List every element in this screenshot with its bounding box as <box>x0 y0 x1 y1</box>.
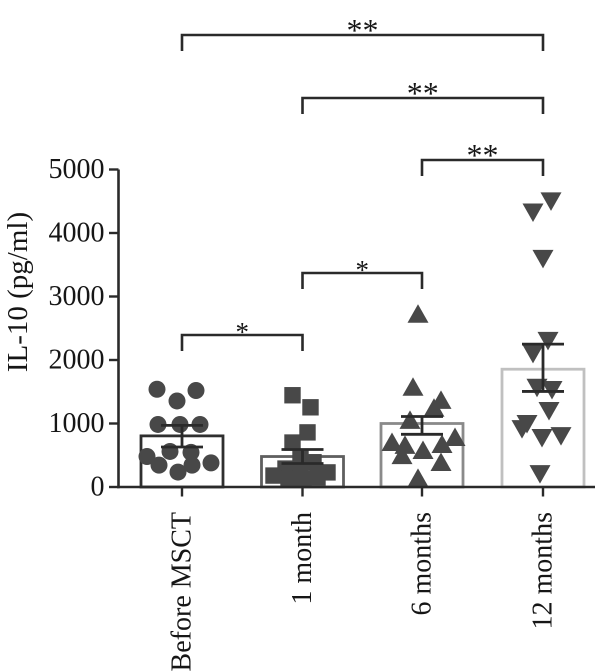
point-1-month <box>280 470 297 487</box>
y-tick-label: 1000 <box>49 408 105 439</box>
data-points-group <box>138 192 572 487</box>
point-12-months <box>538 401 560 421</box>
point-6-months <box>412 440 434 459</box>
point-6-months <box>391 445 413 465</box>
sig-bracket-before-msct-1-month <box>180 333 304 351</box>
point-6-months <box>407 468 429 487</box>
point-6-months <box>399 410 421 429</box>
point-1-month <box>302 399 319 416</box>
y-axis-title: IL-10 (pg/ml) <box>2 212 34 372</box>
point-before-msct <box>187 381 205 399</box>
sig-label: * <box>356 255 370 285</box>
sig-bracket-1-month-6-months <box>301 271 424 289</box>
sig-label: * <box>236 317 250 347</box>
point-before-msct <box>138 448 156 466</box>
sig-bracket-before-msct-12-months <box>180 33 545 51</box>
point-before-msct <box>202 454 220 472</box>
point-1-month <box>284 387 301 404</box>
point-12-months <box>532 249 554 269</box>
x-category-label-1-month: 1 month <box>287 512 318 605</box>
point-1-month <box>292 449 309 466</box>
point-12-months <box>540 192 562 211</box>
point-6-months <box>430 452 452 472</box>
x-category-label-12-months: 12 months <box>528 512 559 629</box>
point-12-months <box>522 344 544 364</box>
point-6-months <box>407 304 429 323</box>
point-6-months <box>402 377 424 396</box>
point-before-msct <box>161 442 179 460</box>
y-tick-label: 2000 <box>49 345 105 376</box>
point-1-month <box>265 467 282 484</box>
point-1-month <box>299 424 316 441</box>
point-6-months <box>444 427 466 446</box>
point-6-months <box>394 435 416 454</box>
point-before-msct <box>169 463 187 481</box>
point-6-months <box>381 432 403 452</box>
y-tick-label: 5000 <box>49 154 105 185</box>
axes-group: 0 1000 2000 3000 4000 5000 Before MSCT 1 month 6… <box>49 154 595 671</box>
point-before-msct <box>149 415 167 433</box>
point-12-months <box>522 203 544 223</box>
point-12-months <box>531 428 553 448</box>
sig-bracket-1-month-12-months <box>301 96 545 114</box>
point-6-months <box>423 398 445 417</box>
sig-label: ** <box>467 137 499 173</box>
point-before-msct <box>150 456 168 474</box>
x-category-label-before-msct: Before MSCT <box>167 512 198 671</box>
point-1-month <box>295 470 312 487</box>
point-before-msct <box>148 380 166 398</box>
point-12-months <box>550 427 572 446</box>
sig-bracket-6-months-12-months <box>420 158 545 176</box>
point-before-msct <box>183 456 201 474</box>
point-12-months <box>511 420 533 439</box>
sig-label: ** <box>347 12 379 48</box>
point-12-months <box>529 465 551 484</box>
point-6-months <box>431 434 453 453</box>
sig-label: ** <box>407 75 439 111</box>
point-1-month <box>309 469 326 486</box>
x-category-label-6-months: 6 months <box>407 512 438 615</box>
point-1-month <box>284 434 301 451</box>
y-tick-label: 0 <box>91 472 105 503</box>
point-12-months <box>537 331 559 351</box>
point-before-msct <box>168 392 186 410</box>
y-tick-label: 3000 <box>49 281 105 312</box>
y-tick-label: 4000 <box>49 218 105 249</box>
significance-brackets-group: ******** <box>180 12 545 351</box>
error-bars-group <box>161 342 564 465</box>
